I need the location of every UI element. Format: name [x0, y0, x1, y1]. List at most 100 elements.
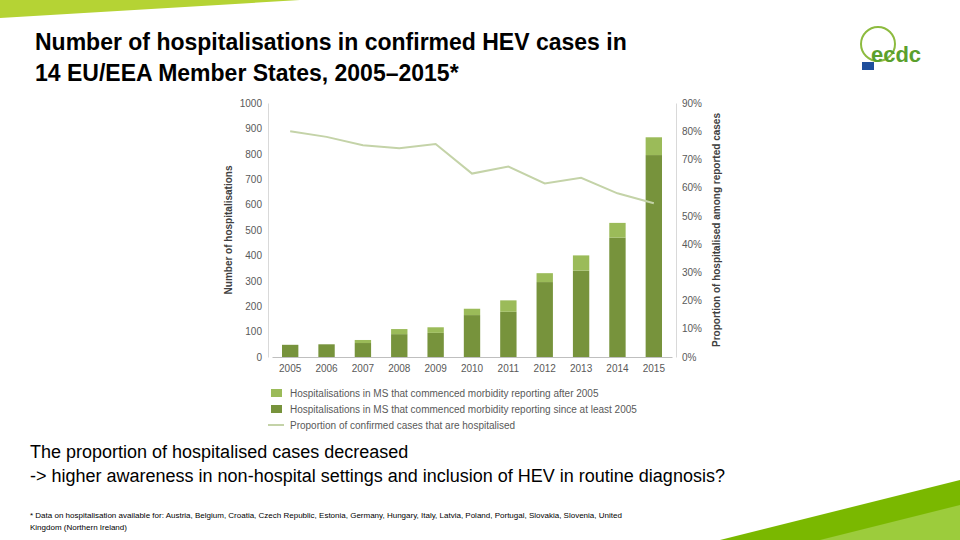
y2-axis: 0% 10% 20% 30% 40% 50% 60% 70% 80% 90% [676, 98, 702, 363]
x-tick: 2012 [534, 357, 557, 374]
bar [355, 340, 371, 343]
title: Number of hospitalisations in confirmed … [35, 29, 627, 55]
x-tick-label: 2011 [498, 363, 520, 374]
y2-tick: 20% [676, 295, 702, 306]
bar [391, 329, 407, 334]
y2-tick-label: 70% [682, 154, 702, 165]
x-tick: 2007 [352, 357, 375, 374]
footnote: Kingdom (Northern Ireland) [30, 523, 127, 532]
bar [537, 273, 553, 282]
bar [646, 155, 662, 357]
legend-item: Hospitalisations in MS that commenced mo… [271, 388, 599, 399]
y-tick: 500 [245, 225, 268, 236]
legend-item: Hospitalisations in MS that commenced mo… [271, 404, 637, 415]
x-tick-label: 2009 [425, 363, 448, 374]
y-tick: 800 [245, 149, 268, 160]
bar [355, 343, 371, 357]
y2-tick: 80% [676, 126, 702, 137]
line [290, 131, 654, 203]
footnote: * Data on hospitalisation available for:… [30, 511, 622, 520]
bar [646, 137, 662, 155]
legend-label: Hospitalisations in MS that commenced mo… [290, 404, 637, 415]
y-tick: 200 [245, 301, 268, 312]
plot-area [282, 131, 662, 357]
bar [391, 334, 407, 357]
y-tick: 300 [245, 276, 268, 287]
y-tick-label: 1000 [240, 98, 263, 109]
y-tick: 600 [245, 199, 268, 210]
slide: ecdc Number of hospitalisations in confir… [0, 0, 960, 540]
y2-tick-label: 30% [682, 267, 702, 278]
x-tick: 2005 [279, 357, 302, 374]
y2-tick: 0% [676, 352, 697, 363]
bar-series [355, 137, 662, 343]
legend-label: Hospitalisations in MS that commenced mo… [290, 388, 599, 399]
title: 14 EU/EEA Member States, 2005–2015* [35, 60, 459, 86]
y-tick-label: 300 [245, 276, 262, 287]
bar-series [282, 155, 662, 357]
y2-tick-label: 10% [682, 323, 702, 334]
page: {"slide": {"title": ["Number of hospital… [0, 0, 960, 540]
logo-text: ecdc [871, 42, 921, 67]
y-tick-label: 0 [256, 352, 262, 363]
bar [282, 344, 298, 345]
bar [609, 223, 625, 238]
note: -> higher awareness in non-hospital sett… [30, 466, 725, 486]
bar [318, 344, 334, 357]
bar [609, 238, 625, 357]
y2-tick: 50% [676, 211, 702, 222]
y-tick-label: 200 [245, 301, 262, 312]
legend-swatch [271, 389, 282, 397]
corner-triangle [720, 480, 960, 540]
y2-tick-label: 0% [682, 352, 697, 363]
x-tick-label: 2007 [352, 363, 375, 374]
y-axis-title: Number of hospitalisations [223, 165, 234, 294]
bar [282, 345, 298, 357]
bar [318, 344, 334, 345]
note: The proportion of hospitalised cases dec… [30, 442, 408, 462]
bar [427, 333, 443, 357]
x-tick: 2008 [388, 357, 411, 374]
x-axis-line [273, 357, 673, 358]
y-tick: 400 [245, 250, 268, 261]
y2-tick-label: 40% [682, 239, 702, 250]
bar [427, 327, 443, 333]
y-tick: 100 [245, 326, 268, 337]
y2-tick-label: 20% [682, 295, 702, 306]
x-tick-label: 2012 [534, 363, 557, 374]
legend-item: Proportion of confirmed cases that are h… [268, 420, 515, 431]
logo: ecdc [861, 27, 921, 70]
x-tick: 2009 [425, 357, 448, 374]
y2-tick: 30% [676, 267, 702, 278]
x-tick: 2015 [643, 357, 666, 374]
y-tick-label: 100 [245, 326, 262, 337]
x-tick: 2014 [606, 357, 629, 374]
x-tick: 2010 [461, 357, 484, 374]
y-tick-label: 500 [245, 225, 262, 236]
y2-tick: 40% [676, 239, 702, 250]
y-tick: 0 [256, 352, 268, 363]
bar [464, 315, 480, 357]
x-tick-label: 2015 [643, 363, 666, 374]
y-tick: 900 [245, 123, 268, 134]
y-tick-label: 800 [245, 149, 262, 160]
x-tick-label: 2005 [279, 363, 302, 374]
y2-tick: 90% [676, 98, 702, 109]
y-tick-label: 400 [245, 250, 262, 261]
y2-tick: 60% [676, 182, 702, 193]
corner-triangle-light [820, 505, 960, 540]
y-axis-line [268, 104, 269, 358]
bar [464, 309, 480, 315]
y2-axis-title: Proportion of hospitalised among reporte… [711, 113, 722, 347]
x-tick: 2013 [570, 357, 593, 374]
y-axis: 01002003004005006007008009001000 [240, 98, 269, 363]
y2-tick: 10% [676, 323, 702, 334]
legend-swatch [268, 424, 284, 426]
bar [573, 271, 589, 357]
y-tick-label: 600 [245, 199, 262, 210]
bar [500, 312, 516, 357]
x-tick-label: 2014 [606, 363, 629, 374]
y2-tick-label: 90% [682, 98, 702, 109]
x-tick-label: 2010 [461, 363, 484, 374]
bar [573, 255, 589, 270]
